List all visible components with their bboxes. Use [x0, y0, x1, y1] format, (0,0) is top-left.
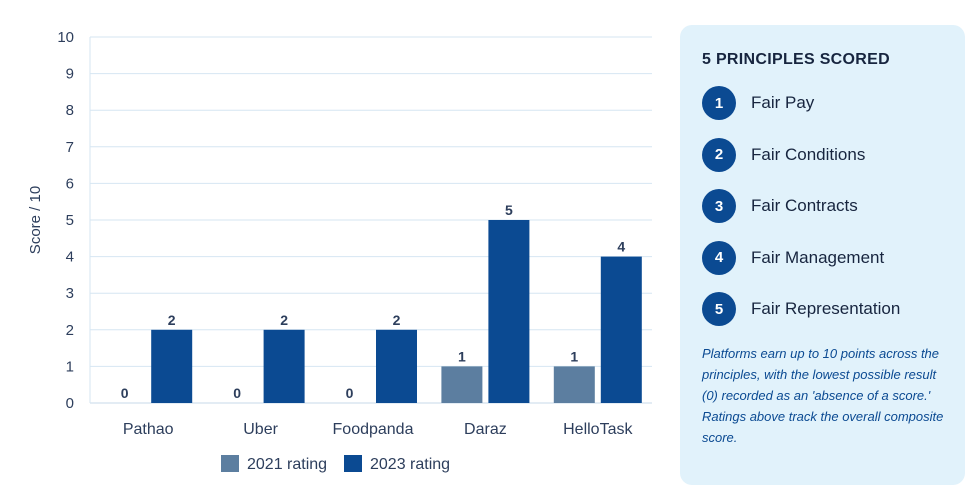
bar-pathao-2023	[151, 329, 193, 403]
y-tick-label: 2	[66, 322, 74, 339]
y-tick-label: 9	[66, 66, 74, 83]
bar-daraz-2021	[441, 366, 483, 403]
y-tick-label: 7	[66, 139, 74, 156]
bar-value-label: 1	[458, 348, 466, 364]
y-tick-label: 0	[66, 395, 74, 412]
principle-item-fair-contracts: 3 Fair Contracts	[702, 188, 945, 224]
x-category-label: Uber	[243, 421, 278, 438]
legend-label: 2021 rating	[247, 456, 327, 473]
y-tick-label: 4	[66, 249, 74, 266]
bar-value-label: 0	[346, 385, 354, 401]
y-axis-ticks: 0 1 2 3 4 5 6 7 8 9 10	[57, 29, 74, 412]
y-tick-label: 5	[66, 212, 74, 229]
principle-label: Fair Conditions	[751, 144, 866, 164]
principle-label: Fair Representation	[751, 299, 901, 318]
x-category-label: Pathao	[123, 421, 174, 438]
principle-number-badge: 5	[702, 292, 736, 326]
legend-swatch	[221, 455, 239, 472]
y-tick-label: 6	[66, 175, 74, 192]
bars: 0 2 0 2 0 2 1 5 1 4	[121, 202, 642, 403]
bar-hellotask-2021	[553, 366, 595, 403]
principle-number-badge: 4	[702, 240, 736, 275]
bar-value-label: 1	[570, 348, 578, 364]
x-category-label: Foodpanda	[333, 421, 414, 438]
y-axis-title: Score / 10	[27, 186, 44, 254]
x-axis-categories: Pathao Uber Foodpanda Daraz HelloTask	[123, 421, 634, 438]
bar-value-label: 5	[505, 202, 513, 218]
panel-title: 5 PRINCIPLES SCORED	[702, 51, 890, 68]
bar-value-label: 4	[617, 239, 625, 255]
bar-value-label: 0	[233, 385, 241, 401]
legend-label: 2023 rating	[370, 456, 450, 473]
principle-item-fair-pay: 1 Fair Pay	[702, 85, 945, 121]
y-tick-label: 1	[66, 358, 74, 375]
bar-value-label: 2	[393, 312, 401, 328]
principle-item-fair-representation: 5 Fair Representation	[702, 291, 945, 327]
principle-item-fair-conditions: 2 Fair Conditions	[702, 137, 945, 173]
x-category-label: HelloTask	[563, 421, 633, 438]
bar-chart: 0 1 2 3 4 5 6 7 8 9 10 Score / 10 0 2 0 2 0 2 1 5 1 4 Patha…	[27, 29, 652, 473]
bar-daraz-2023	[488, 220, 530, 403]
principle-number-badge: 2	[702, 137, 736, 172]
bar-value-label: 2	[168, 312, 176, 328]
y-tick-label: 10	[57, 29, 74, 46]
bar-value-label: 0	[121, 385, 129, 401]
principle-label: Fair Pay	[751, 93, 815, 112]
bar-foodpanda-2023	[376, 329, 417, 403]
x-category-label: Daraz	[464, 421, 507, 438]
principles-panel: 5 PRINCIPLES SCORED 1 Fair Pay 2 Fair Co…	[680, 25, 965, 485]
principle-number-badge: 3	[702, 189, 736, 223]
bar-hellotask-2023	[600, 256, 642, 403]
panel-note: Platforms earn up to 10 points across th…	[702, 345, 944, 445]
y-tick-label: 3	[66, 285, 74, 302]
bar-uber-2023	[263, 329, 305, 403]
principle-label: Fair Management	[751, 247, 885, 267]
y-tick-label: 8	[66, 102, 74, 119]
bar-value-label: 2	[280, 312, 288, 328]
principle-number-badge: 1	[702, 86, 736, 120]
legend: 2021 rating 2023 rating	[221, 455, 450, 473]
principle-label: Fair Contracts	[751, 196, 858, 215]
legend-swatch	[344, 455, 362, 472]
principle-item-fair-management: 4 Fair Management	[702, 240, 945, 276]
